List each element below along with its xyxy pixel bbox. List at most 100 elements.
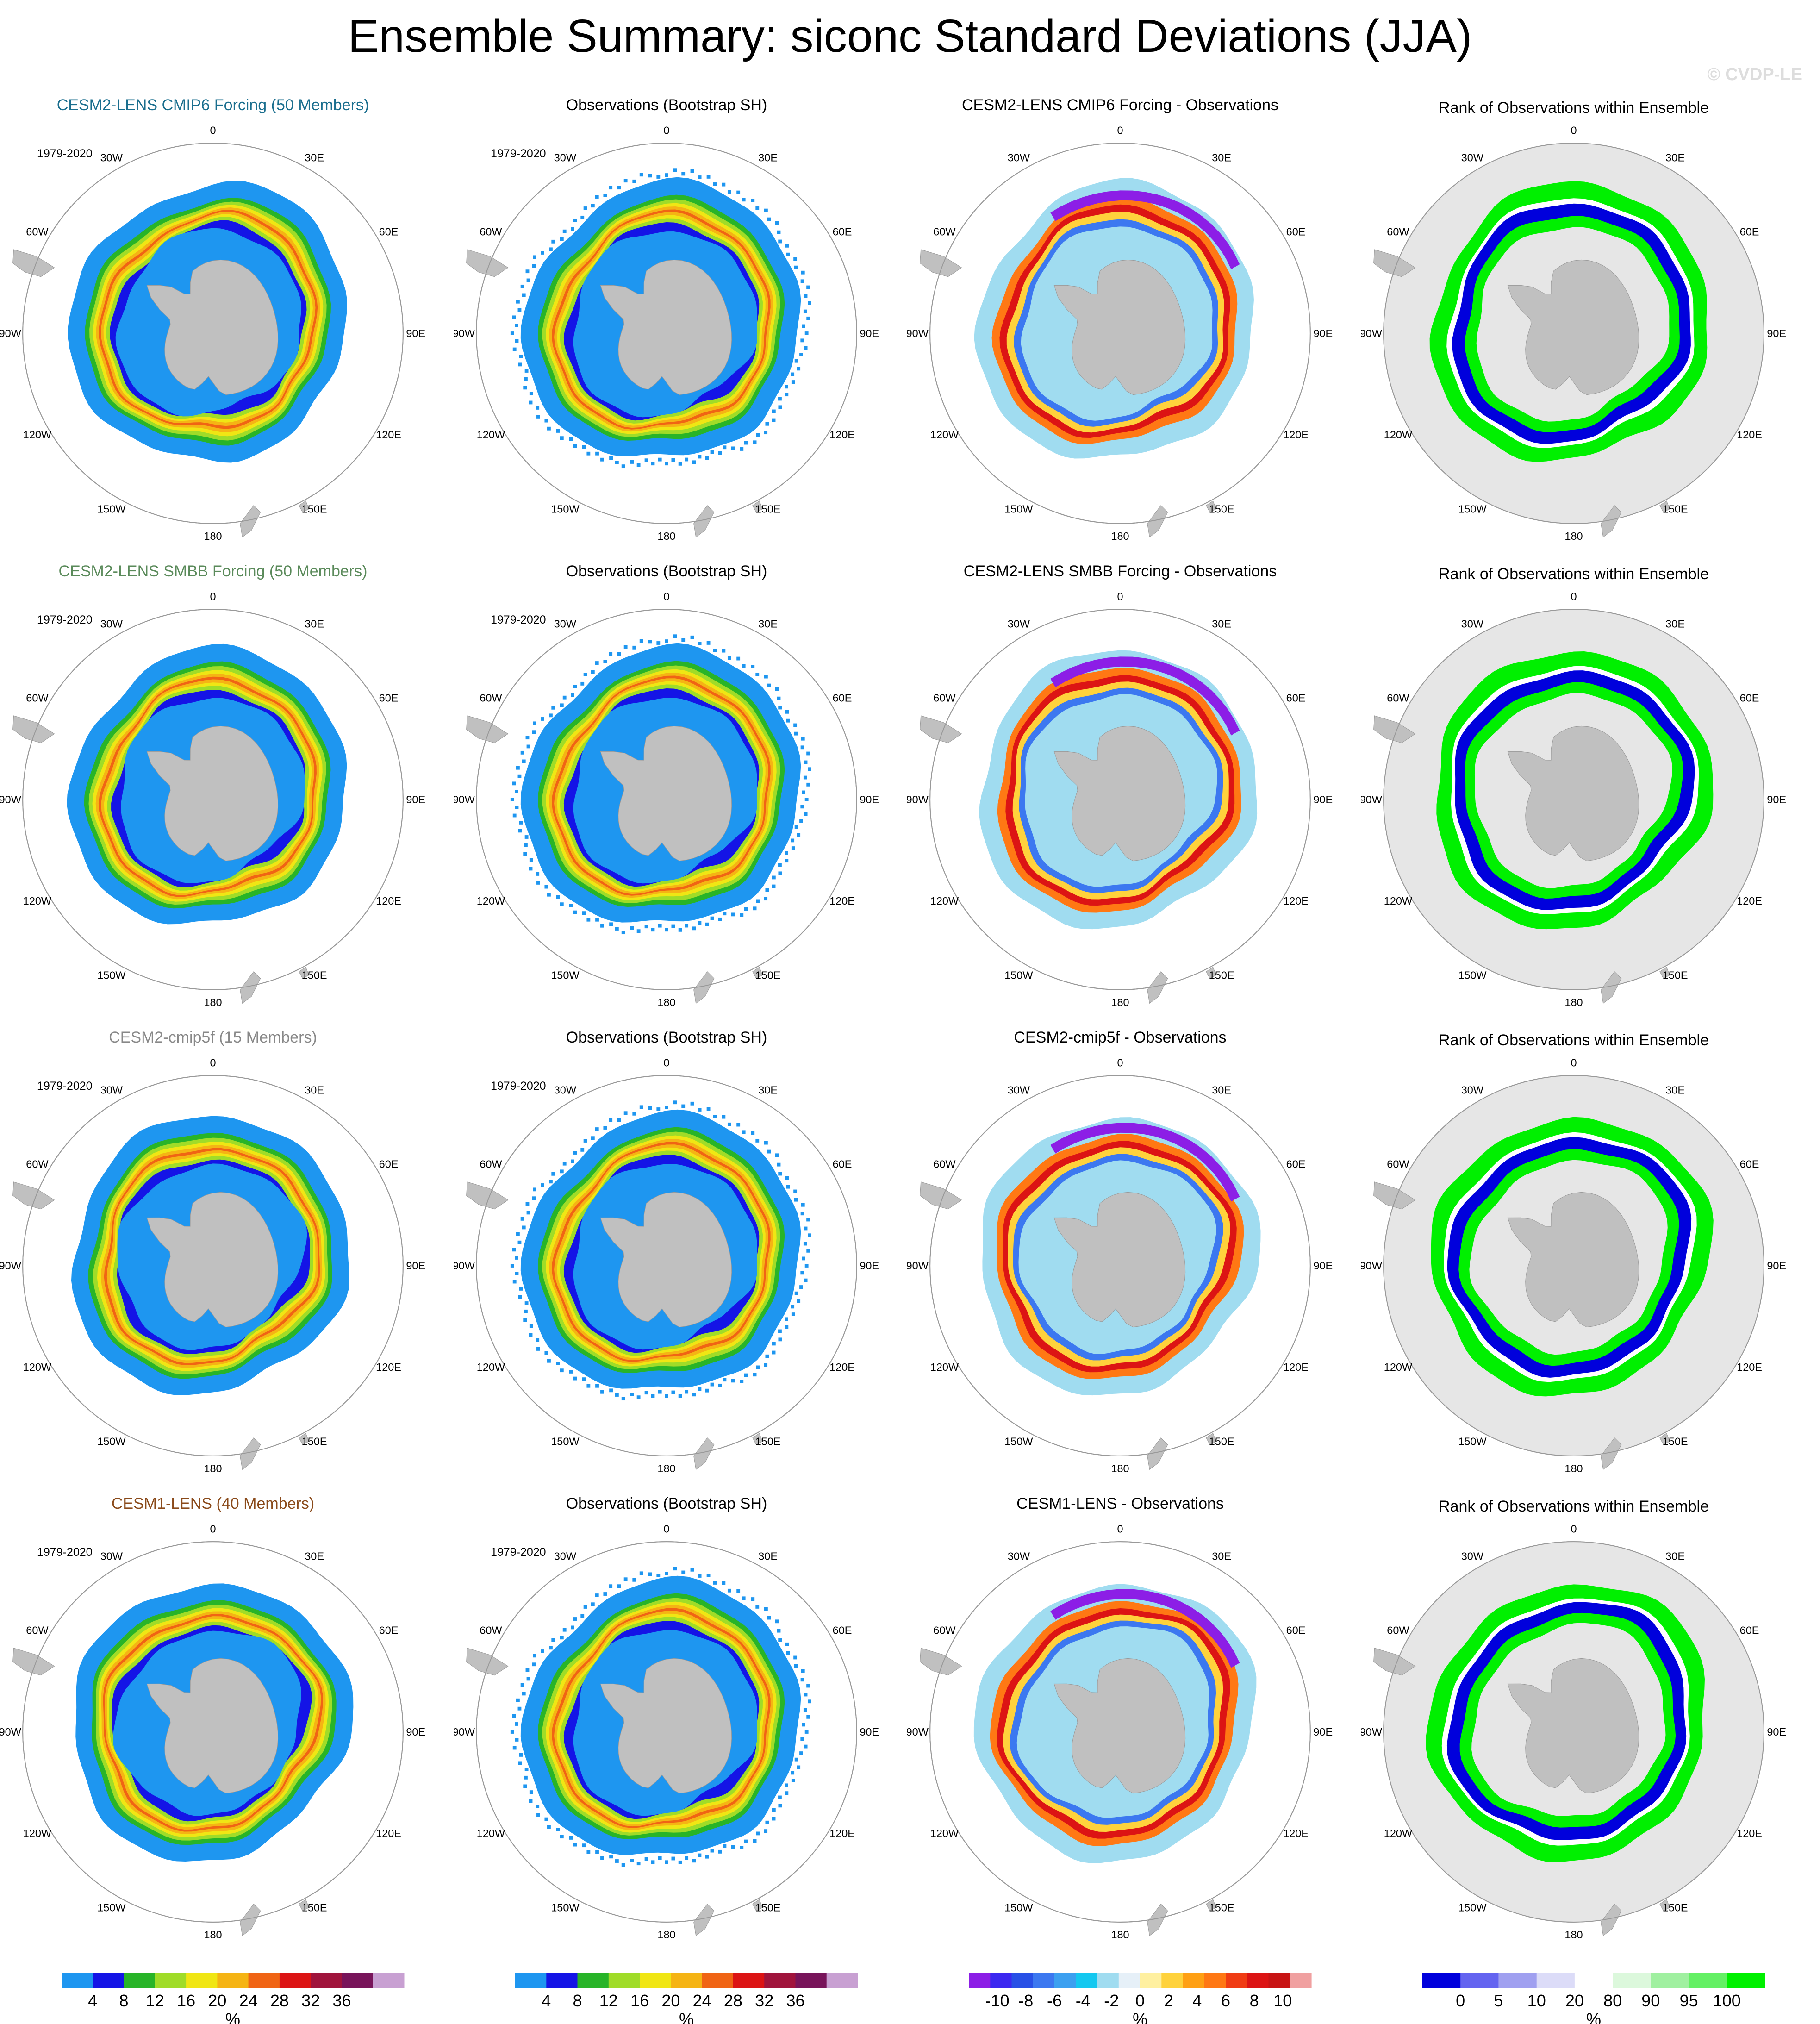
panel-title: Rank of Observations within Ensemble <box>1439 99 1709 117</box>
obs-edge-pixel <box>740 447 744 451</box>
obs-edge-pixel <box>512 1248 516 1252</box>
obs-edge-pixel <box>793 1655 798 1660</box>
obs-edge-pixel <box>580 1614 585 1618</box>
obs-edge-pixel <box>800 338 804 343</box>
obs-edge-pixel <box>580 681 585 686</box>
obs-edge-pixel <box>512 813 517 818</box>
obs-edge-pixel <box>656 1574 661 1577</box>
obs-edge-pixel <box>560 1835 564 1839</box>
obs-edge-pixel <box>636 463 641 467</box>
colorbar-unit: % <box>1586 2010 1601 2024</box>
colorbar-tick-label: -4 <box>1076 1991 1091 2010</box>
longitude-label: 180 <box>1111 1462 1129 1474</box>
obs-edge-pixel <box>609 186 613 190</box>
longitude-label: 90W <box>1361 1726 1383 1738</box>
obs-edge-pixel <box>803 1708 807 1712</box>
colorbar-tick-label: 5 <box>1494 1991 1503 2010</box>
obs-edge-pixel <box>785 244 789 248</box>
obs-edge-pixel <box>609 456 613 460</box>
obs-edge-pixel <box>512 347 517 351</box>
obs-edge-pixel <box>710 450 714 454</box>
longitude-label: 150W <box>97 503 126 515</box>
longitude-label: 180 <box>657 530 675 542</box>
map-panel-model: CESM2-LENS CMIP6 Forcing (50 Members) 197… <box>0 93 426 556</box>
obs-edge-pixel <box>603 1126 607 1130</box>
longitude-label: 90W <box>907 327 929 339</box>
colorbar-tick-label: 8 <box>119 1991 128 2010</box>
longitude-label: 150W <box>1004 1901 1033 1913</box>
obs-edge-pixel <box>644 1391 648 1395</box>
obs-edge-pixel <box>512 1746 517 1750</box>
antarctica-landmass <box>1053 1658 1186 1794</box>
longitude-label: 150W <box>97 1435 126 1447</box>
obs-edge-pixel <box>536 872 540 876</box>
colorbar-swatch <box>311 1973 342 1988</box>
longitude-label: 180 <box>204 1929 222 1940</box>
longitude-label: 30E <box>1665 618 1685 630</box>
diff-negative-streak <box>1050 1589 1240 1668</box>
obs-edge-pixel <box>609 1584 613 1588</box>
obs-edge-pixel <box>794 1291 798 1295</box>
obs-edge-pixel <box>685 1390 689 1394</box>
colorbar-swatch <box>1727 1973 1765 1988</box>
obs-edge-pixel <box>532 730 536 734</box>
longitude-label: 0 <box>663 1057 669 1069</box>
obs-edge-pixel <box>609 1388 613 1393</box>
longitude-label: 30W <box>1008 1550 1030 1562</box>
obs-edge-pixel <box>562 695 567 700</box>
new-zealand-landmass <box>1601 971 1622 1004</box>
south-america-landmass <box>466 1648 509 1676</box>
obs-edge-pixel <box>549 1646 553 1650</box>
tasmania-landmass <box>1206 500 1217 513</box>
longitude-label: 30W <box>100 151 123 163</box>
map-outline <box>476 1541 857 1923</box>
obs-edge-pixel <box>731 1379 735 1383</box>
colorbar-tick-label: 32 <box>755 1991 773 2010</box>
antarctica-landmass <box>600 1658 732 1794</box>
obs-edge-pixel <box>772 1817 776 1821</box>
obs-edge-pixel <box>736 1123 741 1127</box>
obs-edge-pixel <box>767 1149 771 1154</box>
obs-edge-pixel <box>529 392 533 396</box>
map-outline <box>1383 1541 1764 1923</box>
obs-edge-pixel <box>804 1693 808 1697</box>
obs-edge-pixel <box>632 645 636 650</box>
obs-edge-pixel <box>525 736 530 740</box>
obs-edge-pixel <box>678 1394 682 1398</box>
longitude-label: 120E <box>376 429 401 441</box>
obs-edge-pixel <box>681 1570 686 1574</box>
longitude-label: 150E <box>1209 1435 1234 1447</box>
longitude-label: 30W <box>554 1084 577 1096</box>
antarctica-landmass <box>1053 259 1186 395</box>
obs-edge-pixel <box>804 798 809 801</box>
longitude-label: 60E <box>1286 1158 1306 1170</box>
obs-edge-pixel <box>524 369 529 373</box>
longitude-label: 90W <box>454 1726 475 1738</box>
obs-edge-pixel <box>603 194 607 197</box>
polar-map: 0 30E 60E 90E 120E 150E 180 150W 120W 90W 60W 30W <box>1361 591 1786 1008</box>
obs-edge-pixel <box>727 190 731 194</box>
obs-edge-pixel <box>801 1669 805 1673</box>
polar-map: 0 30E 60E 90E 120E 150E 180 150W 120W 90W 60W 30W <box>0 1057 425 1474</box>
map-panel-obs: Observations (Bootstrap SH) 1979-2020 0 30E… <box>454 1025 879 1488</box>
obs-edge-pixel <box>692 926 696 931</box>
longitude-label: 60W <box>1387 1624 1409 1637</box>
longitude-label: 150W <box>97 969 126 981</box>
obs-edge-pixel <box>767 683 771 687</box>
obs-edge-pixel <box>710 1382 714 1387</box>
obs-edge-pixel <box>804 1730 809 1734</box>
obs-edge-pixel <box>777 1629 781 1633</box>
longitude-label: 150W <box>551 1435 580 1447</box>
obs-edge-pixel <box>591 670 595 674</box>
obs-edge-pixel <box>516 1232 520 1236</box>
longitude-label: 30E <box>305 1084 324 1096</box>
obs-edge-pixel <box>718 1849 722 1854</box>
longitude-label: 120W <box>23 1361 52 1373</box>
longitude-label: 150W <box>551 503 580 515</box>
obs-edge-pixel <box>630 1859 634 1862</box>
obs-edge-pixel <box>722 1581 726 1585</box>
antarctica-landmass <box>600 259 732 395</box>
obs-edge-pixel <box>681 638 686 642</box>
diff-negative-streak <box>1050 656 1240 736</box>
obs-edge-pixel <box>764 675 768 679</box>
